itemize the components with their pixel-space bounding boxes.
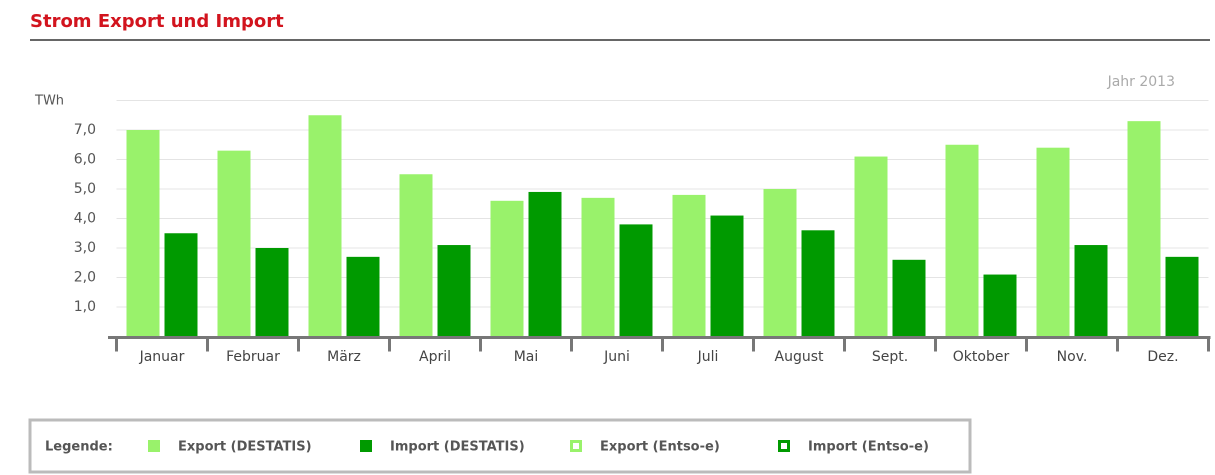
bar [1127,121,1161,337]
bar [672,194,706,337]
bar [308,115,342,337]
bar [581,197,615,337]
legend-marker [778,440,790,452]
bar [1165,256,1199,337]
bar [854,156,888,337]
bar [490,200,524,337]
bar [1074,245,1108,337]
bar [619,224,653,337]
bar [763,189,797,337]
bar [1036,147,1070,337]
legend-label: Import (DESTATIS) [390,440,525,455]
bar [164,233,198,337]
x-tick-label: Mai [514,349,539,365]
y-tick-label: 4,0 [74,211,96,227]
bar [801,230,835,337]
y-tick-label: 6,0 [74,152,96,168]
x-tick-label: April [419,349,451,365]
x-tick-label: Oktober [953,349,1010,365]
x-tick-label: Sept. [872,349,908,365]
x-tick-label: März [327,349,361,365]
legend-label: Export (DESTATIS) [178,440,312,455]
x-tick-label: August [775,349,825,365]
bar [346,256,380,337]
legend-marker [360,440,372,452]
y-tick-label: 3,0 [74,240,96,256]
chart-title: Strom Export und Import [30,11,284,32]
bar [945,144,979,337]
bar [437,245,471,337]
x-tick-label: Nov. [1057,349,1088,365]
bar [983,274,1017,337]
y-axis-label: TWh [34,94,64,109]
bar [399,174,433,337]
legend-box [28,418,972,474]
bar [126,130,160,337]
x-tick-label: Januar [139,349,185,365]
x-tick-label: Juni [603,349,630,365]
legend-marker [148,440,160,452]
y-tick-label: 2,0 [74,270,96,286]
legend-label: Export (Entso-e) [600,440,720,455]
y-tick-label: 1,0 [74,299,96,315]
legend-label: Import (Entso-e) [808,440,929,455]
bar [528,191,562,337]
x-tick-label: Dez. [1147,349,1178,365]
bar [892,259,926,337]
y-tick-label: 5,0 [74,181,96,197]
x-tick-label: Juli [697,349,719,365]
bar [710,215,744,337]
x-tick-label: Februar [226,349,280,365]
chart-subtitle: Jahr 2013 [1107,74,1175,90]
bar [255,248,289,337]
legend-marker [570,440,582,452]
y-tick-label: 7,0 [74,122,96,138]
bar [217,150,251,337]
legend-title: Legende: [45,440,113,455]
